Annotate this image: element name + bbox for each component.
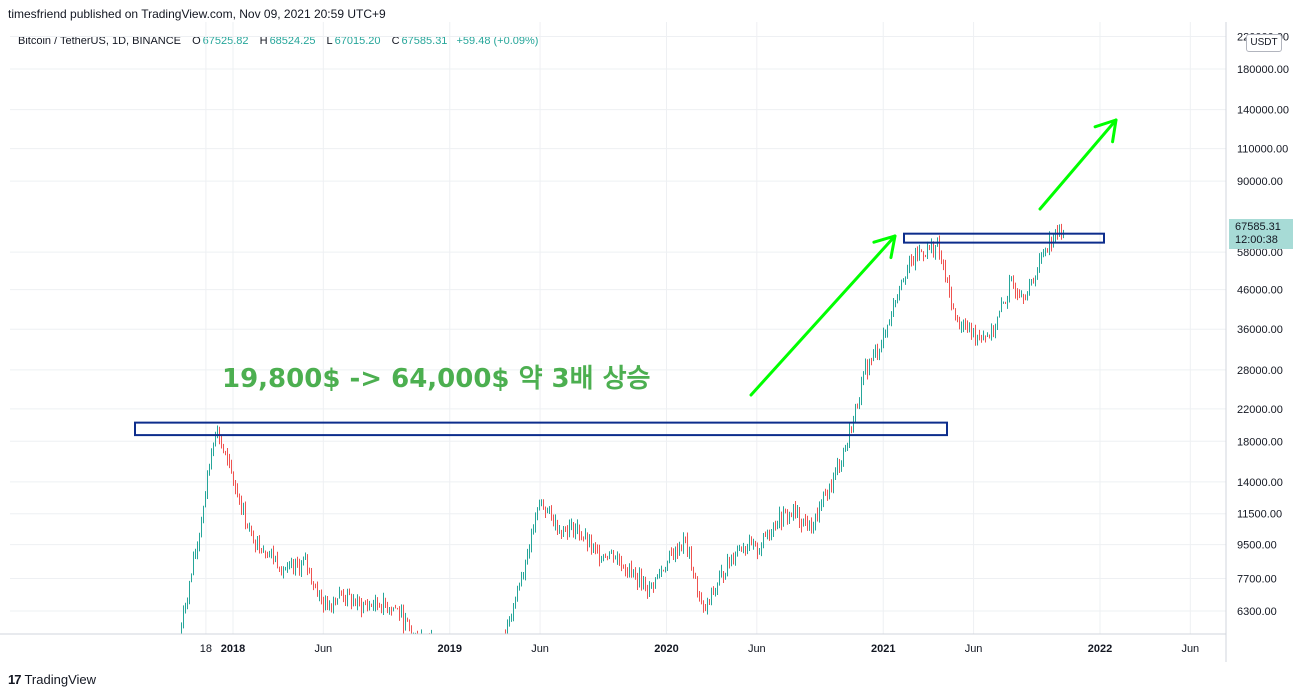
time-tick-label: 2019	[438, 643, 462, 655]
price-tick-label: 36000.00	[1237, 324, 1283, 336]
time-tick-label: 2020	[654, 643, 678, 655]
resistance-boxes	[134, 232, 1105, 437]
change-value: +59.48 (+0.09%)	[456, 35, 539, 47]
price-tick-label: 110000.00	[1237, 144, 1288, 156]
resistance-box	[134, 421, 948, 437]
time-tick-label: 2021	[871, 643, 895, 655]
bar-countdown: 12:00:38	[1235, 234, 1278, 246]
low-value: 67015.20	[334, 35, 381, 47]
arrow-head-icon	[1093, 118, 1118, 144]
grid-lines	[10, 22, 1226, 634]
last-price-tag: 67585.31 12:00:38	[1229, 219, 1293, 249]
price-tick-label: 90000.00	[1237, 176, 1283, 188]
currency-badge[interactable]: USDT	[1246, 34, 1282, 52]
open-label: O	[192, 35, 201, 47]
trend-arrows	[749, 118, 1118, 397]
trend-arrow-icon	[749, 234, 897, 397]
last-price: 67585.31	[1235, 221, 1281, 233]
price-tick-label: 7700.00	[1237, 574, 1277, 586]
time-tick-label: 2018	[221, 643, 245, 655]
candle-series	[179, 223, 1064, 634]
price-tick-label: 180000.00	[1237, 64, 1289, 76]
open-value: 67525.82	[202, 35, 249, 47]
price-tick-label: 58000.00	[1237, 247, 1283, 259]
time-tick-label: 18	[200, 643, 212, 655]
high-value: 68524.25	[269, 35, 316, 47]
time-tick-label: Jun	[531, 643, 549, 655]
gain-annotation: 19,800$ -> 64,000$ 약 3배 상승	[222, 364, 650, 394]
symbol-name[interactable]: Bitcoin / TetherUS, 1D, BINANCE	[18, 35, 182, 47]
tradingview-footer[interactable]: 17 TradingView	[8, 672, 96, 687]
time-tick-label: Jun	[314, 643, 332, 655]
price-chart[interactable]: 6300.00 7700.00 9500.00 11500.00 14000.00 180…	[0, 22, 1313, 662]
price-tick-label: 11500.00	[1237, 509, 1282, 521]
time-tick-label: Jun	[748, 643, 766, 655]
price-tick-label: 18000.00	[1237, 436, 1283, 448]
price-tick-label: 46000.00	[1237, 285, 1283, 297]
symbol-legend: Bitcoin / TetherUS, 1D, BINANCE O 67525.8…	[18, 35, 538, 47]
price-tick-label: 28000.00	[1237, 365, 1283, 377]
tradingview-logo-icon: 17	[8, 672, 22, 687]
time-axis[interactable]: 18 2018 Jun 2019 Jun 2020 Jun 2021 Jun 2022 Jun	[0, 633, 1226, 655]
price-tick-label: 140000.00	[1237, 105, 1289, 117]
price-tick-label: 6300.00	[1237, 606, 1277, 618]
low-label: L	[326, 35, 333, 47]
price-tick-label: 14000.00	[1237, 477, 1283, 489]
time-tick-label: 2022	[1088, 643, 1112, 655]
high-label: H	[259, 35, 268, 47]
time-tick-label: Jun	[1181, 643, 1199, 655]
close-label: C	[391, 35, 400, 47]
price-tick-label: 22000.00	[1237, 404, 1283, 416]
time-tick-label: Jun	[965, 643, 983, 655]
close-value: 67585.31	[401, 35, 448, 47]
publisher-line: timesfriend published on TradingView.com…	[8, 7, 386, 21]
price-tick-label: 9500.00	[1237, 540, 1277, 552]
resistance-box	[903, 232, 1105, 244]
trend-arrow-icon	[1038, 118, 1118, 211]
arrow-head-icon	[872, 234, 897, 260]
price-axis[interactable]: 6300.00 7700.00 9500.00 11500.00 14000.00 180…	[1225, 22, 1289, 662]
brand-name: TradingView	[24, 672, 97, 687]
